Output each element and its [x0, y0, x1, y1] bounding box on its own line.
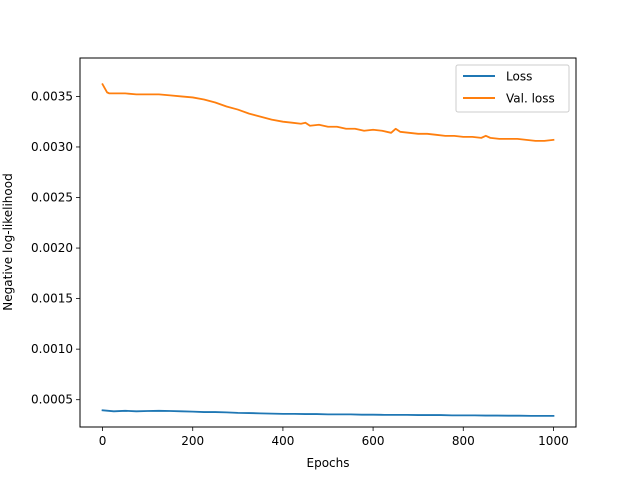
legend-label-loss: Loss	[506, 70, 532, 84]
y-tick-label: 0.0025	[31, 191, 73, 205]
y-tick-label: 0.0005	[31, 393, 73, 407]
plot-frame	[79, 57, 577, 428]
y-ticks: 0.0005 0.0010 0.0015 0.0020 0.0025 0.0030 0.00…	[31, 89, 80, 407]
y-tick-label: 0.0020	[31, 241, 73, 255]
legend: Loss Val. loss	[455, 64, 570, 113]
series-line-val-loss	[101, 83, 555, 142]
series-layer	[101, 83, 555, 417]
x-tick-label: 200	[181, 434, 204, 448]
x-tick-label: 800	[452, 434, 475, 448]
x-tick-label: 600	[362, 434, 385, 448]
plot-area	[80, 58, 576, 427]
x-tick-label: 1000	[538, 434, 569, 448]
y-tick-label: 0.0010	[31, 342, 73, 356]
x-axis-label: Epochs	[307, 456, 350, 470]
y-tick-label: 0.0030	[31, 140, 73, 154]
x-tick-label: 400	[271, 434, 294, 448]
y-axis-label: Negative log-likelihood	[1, 173, 15, 310]
x-ticks: 0 200 400 600 800 1000	[99, 427, 569, 448]
series-line-loss	[101, 409, 555, 417]
y-tick-label: 0.0015	[31, 292, 73, 306]
y-tick-label: 0.0035	[31, 89, 73, 103]
legend-label-val-loss: Val. loss	[506, 92, 555, 106]
x-tick-label: 0	[99, 434, 107, 448]
